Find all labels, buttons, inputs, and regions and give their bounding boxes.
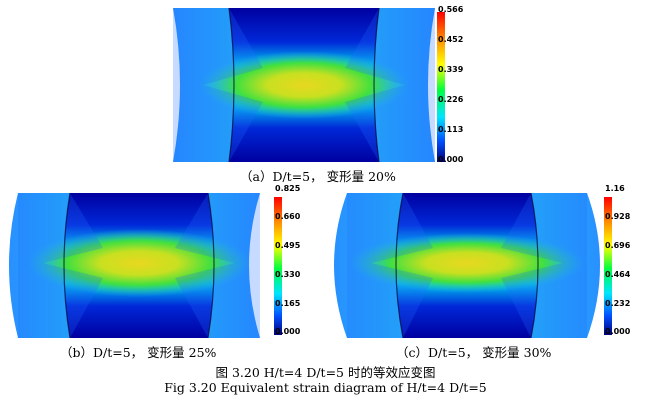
colorbar-c-tick: 0.000 [605,327,631,336]
colorbar-b-tick: 0.660 [275,212,301,221]
colorbar-a-tick: 0.566 [438,5,464,14]
figure-title-english: Fig 3.20 Equivalent strain diagram of H/… [164,380,487,395]
colorbar-c-tick: 1.16 [605,184,625,193]
colorbar-b-tick: 0.165 [275,299,301,308]
figure-title-chinese: 图 3.20 H/t=4 D/t=5 时的等效应变图 [215,365,436,380]
colorbar-a-tick: 0.113 [438,125,464,134]
colorbar-a-tick: 0.452 [438,35,464,44]
strain-plot-a [173,8,435,162]
colorbar-a [437,12,445,162]
strain-plot-c [333,193,601,338]
colorbar-b-tick: 0.000 [275,327,301,336]
colorbar-c-tick: 0.464 [605,270,631,279]
colorbar-b [274,197,282,335]
caption-a: （a）D/t=5， 变形量 20% [240,169,396,184]
colorbar-b-tick: 0.495 [275,241,301,250]
colorbar-c-tick: 0.696 [605,241,631,250]
colorbar-b-tick: 0.825 [275,184,301,193]
colorbar-a-tick: 0.339 [438,65,464,74]
colorbar-b-tick: 0.330 [275,270,301,279]
colorbar-c-tick: 0.232 [605,299,631,308]
colorbar-c [604,197,612,335]
colorbar-a-tick: 0.000 [438,155,464,164]
colorbar-a-tick: 0.226 [438,95,464,104]
caption-b: （b）D/t=5， 变形量 25% [60,345,217,360]
caption-c: （c）D/t=5， 变形量 30% [396,345,552,360]
colorbar-c-tick: 0.928 [605,212,631,221]
strain-plot-b [8,193,270,338]
